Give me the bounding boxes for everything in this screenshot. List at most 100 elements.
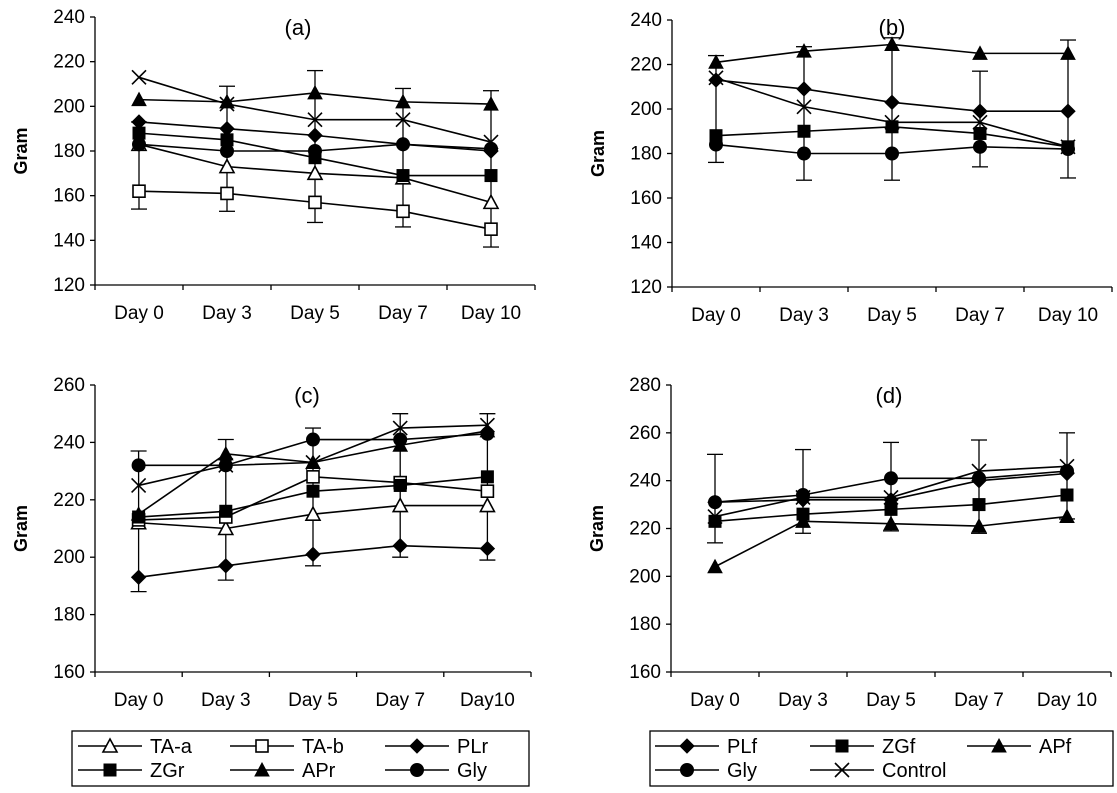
series-gly (132, 137, 498, 158)
data-point-gly (1061, 142, 1075, 157)
data-point-ta-a (218, 157, 236, 174)
x-tick-label: Day 0 (114, 690, 164, 711)
data-point-control (395, 112, 411, 128)
legend-box (649, 730, 1114, 787)
data-point-control (218, 457, 234, 473)
panel-title: (a) (285, 15, 312, 40)
data-point-apf (971, 518, 987, 533)
data-point-gly (132, 137, 146, 152)
x-tick-label: Day 10 (1037, 690, 1097, 711)
data-point-ta-a (482, 193, 500, 210)
data-point-apf (708, 54, 724, 69)
legend-label: Gly (457, 760, 487, 782)
y-tick-label: 220 (629, 519, 661, 540)
data-point-plr (130, 569, 147, 585)
y-tick-label: 140 (630, 233, 662, 254)
y-tick-label: 160 (630, 188, 662, 209)
legend-label: ZGf (882, 736, 916, 758)
data-point-plf (884, 94, 900, 111)
data-point-gly (306, 432, 320, 447)
data-point-ta-b (132, 184, 146, 198)
data-point-gly (484, 141, 498, 156)
y-tick-label: 160 (53, 186, 85, 207)
legend-marker (103, 763, 117, 777)
data-point-zgf (797, 124, 811, 138)
chart-panel-1: 120 140 160 180 200 220 240 Day 0 Day 3 Day 5 Day … (11, 7, 536, 324)
data-point-apf (707, 558, 723, 574)
legend-entry: TA-b (230, 736, 344, 758)
chart-panel-4: 160 180 200 220 240 260 280 Day 0 Day 3 Day 5 Day … (587, 375, 1112, 711)
data-point-gly (131, 458, 146, 473)
y-axis-label: Gram (11, 505, 31, 552)
data-point-ta-b (306, 470, 320, 484)
data-point-ta-a (304, 505, 322, 521)
y-tick-label: 240 (630, 10, 662, 31)
data-point-zgf (973, 126, 987, 140)
data-point-apr (130, 506, 147, 521)
legend-label: APr (302, 760, 336, 782)
legend-label: APf (1039, 736, 1072, 758)
data-point-plr (392, 538, 408, 554)
x-tick-label: Day 7 (375, 690, 425, 711)
data-point-plr (479, 540, 496, 557)
data-point-control (707, 508, 723, 525)
y-tick-label: 240 (629, 471, 661, 492)
data-point-zgr (393, 478, 407, 492)
chart-panel-2: 120 140 160 180 200 220 240 Day 0 Day 3 Day 5 Day … (588, 10, 1113, 326)
legend-entry: Gly (655, 760, 757, 782)
legend-label: PLf (727, 736, 757, 758)
data-point-ta-b (308, 195, 322, 210)
legend-marker (680, 763, 694, 777)
series-zgf (708, 488, 1074, 528)
data-point-gly (220, 144, 234, 158)
data-point-gly (393, 432, 408, 447)
legend-label: ZGr (150, 760, 185, 782)
y-axis-label: Gram (588, 130, 608, 177)
y-tick-label: 180 (630, 144, 662, 165)
panel-title: (b) (879, 15, 906, 40)
x-tick-label: Day 7 (378, 303, 428, 324)
data-point-plr (305, 546, 321, 563)
legend-entry: APf (967, 736, 1072, 758)
data-point-gly (480, 426, 495, 441)
legend-marker (254, 761, 270, 777)
data-point-zgr (484, 169, 498, 183)
series-zgr (132, 470, 494, 524)
legend-marker (255, 739, 269, 753)
legend-entry: ZGf (810, 736, 916, 758)
y-tick-label: 180 (53, 605, 85, 626)
data-point-gly (709, 137, 723, 152)
series-control (131, 69, 499, 150)
series-control (707, 458, 1075, 525)
x-tick-label: Day 0 (114, 303, 164, 324)
data-point-control (971, 463, 987, 479)
y-tick-label: 240 (53, 7, 85, 28)
data-point-plr (218, 558, 234, 574)
legend-entry: APr (230, 760, 336, 782)
data-point-plf (796, 81, 812, 97)
data-point-control (483, 134, 499, 150)
panel-title: (d) (876, 383, 903, 408)
series-gly (709, 137, 1075, 161)
data-point-apf (795, 513, 811, 528)
data-point-apf (1059, 508, 1075, 524)
data-point-control (708, 70, 724, 86)
x-tick-label: Day 3 (202, 303, 252, 324)
data-point-control (972, 114, 988, 130)
legend-left: TA-a TA-b PLr ZGr APr Gly (71, 730, 530, 787)
data-point-zgr (306, 484, 320, 498)
data-point-control (307, 112, 323, 128)
data-point-gly (796, 488, 810, 503)
y-tick-label: 180 (53, 141, 85, 162)
legend-entry: PLf (655, 736, 757, 758)
data-point-apf (796, 43, 812, 58)
legend-label: Gly (727, 760, 757, 782)
series-apf (707, 508, 1075, 574)
legend-entry: Gly (385, 760, 487, 782)
y-tick-label: 200 (630, 99, 662, 120)
y-tick-label: 220 (53, 490, 85, 511)
data-point-gly (1060, 464, 1074, 479)
legend-entry: ZGr (78, 760, 185, 782)
y-tick-label: 180 (629, 614, 661, 635)
